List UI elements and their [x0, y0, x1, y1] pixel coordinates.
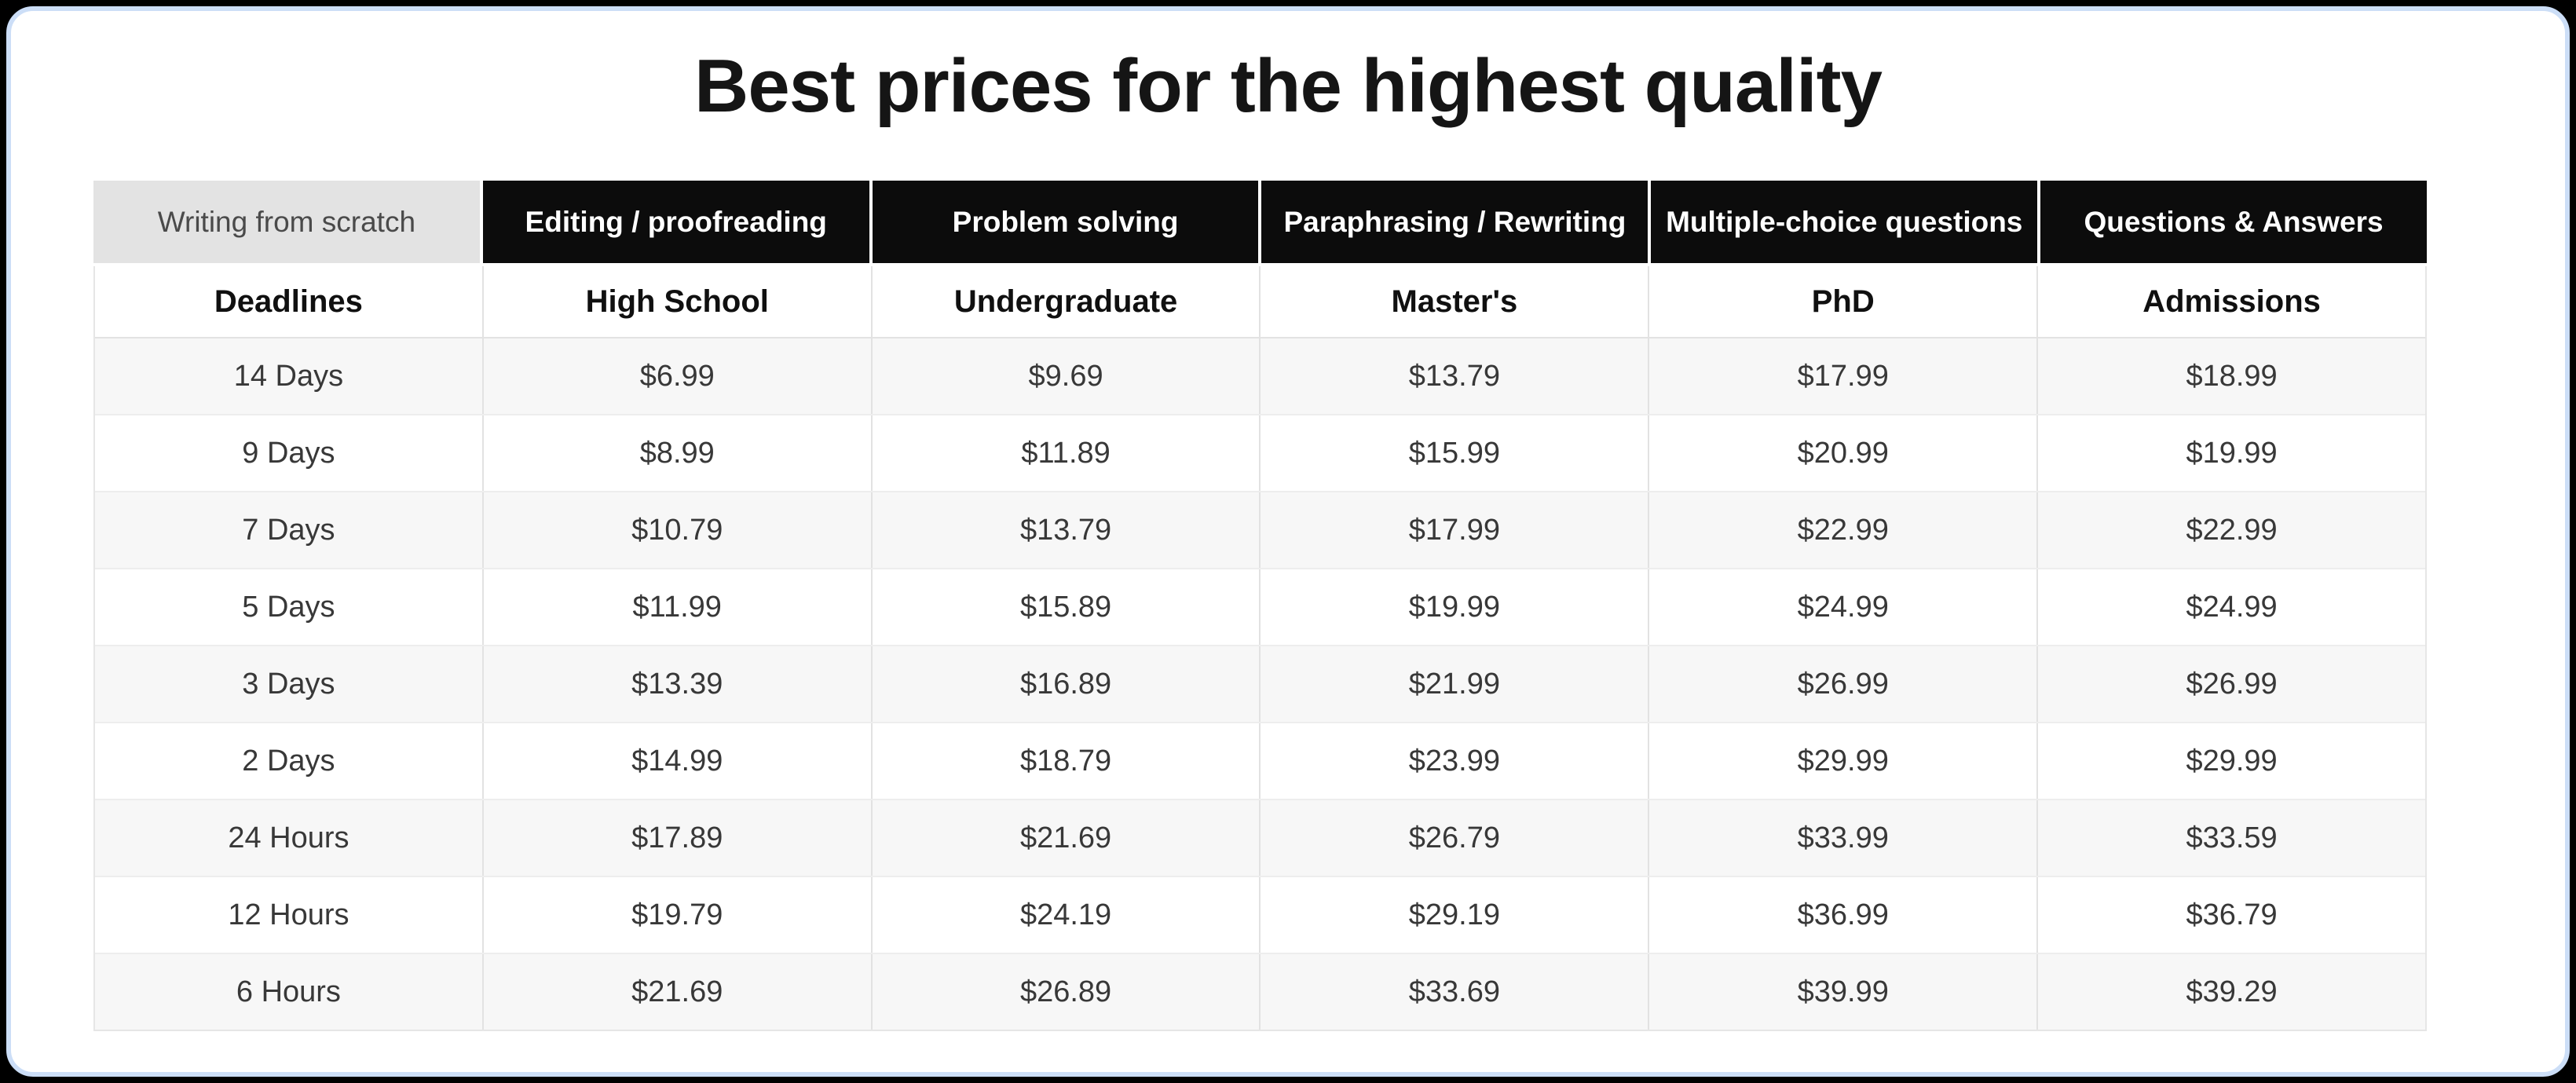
tab-questions-answers[interactable]: Questions & Answers: [2037, 181, 2427, 263]
deadline-cell: 3 Days: [242, 667, 335, 701]
price-cell: $20.99: [1648, 415, 2036, 491]
tab-editing-proofreading[interactable]: Editing / proofreading: [479, 181, 869, 263]
price-cell: $22.99: [1648, 492, 2036, 568]
price-cell: $23.99: [1259, 723, 1648, 799]
table-row: 3 Days $13.39 $16.89 $21.99 $26.99 $26.99: [95, 645, 2425, 722]
deadline-cell: 12 Hours: [228, 898, 349, 931]
price-cell: $22.99: [2036, 492, 2425, 568]
price-cell: $18.99: [2036, 338, 2425, 414]
price-cell: $15.99: [1259, 415, 1648, 491]
price-cell: $19.79: [481, 877, 871, 953]
page-title: Best prices for the highest quality: [694, 44, 1883, 128]
deadline-cell: 24 Hours: [228, 821, 349, 854]
price-cell: $29.19: [1259, 877, 1648, 953]
price-cell: $21.69: [481, 954, 871, 1030]
deadline-cell: 6 Hours: [236, 975, 341, 1008]
price-cell: $6.99: [481, 338, 871, 414]
tab-problem-solving[interactable]: Problem solving: [869, 181, 1259, 263]
price-cell: $17.89: [481, 800, 871, 876]
price-cell: $17.99: [1259, 492, 1648, 568]
price-cell: $19.99: [1259, 569, 1648, 645]
price-cell: $33.59: [2036, 800, 2425, 876]
price-cell: $10.79: [481, 492, 871, 568]
tab-multiple-choice-questions[interactable]: Multiple-choice questions: [1648, 181, 2038, 263]
table-header-row: Deadlines High School Undergraduate Master'…: [95, 266, 2425, 338]
tab-writing-from-scratch[interactable]: Writing from scratch: [93, 181, 480, 263]
price-cell: $13.79: [870, 492, 1260, 568]
column-header-master-s: Master's: [1259, 266, 1648, 337]
table-row: 12 Hours $19.79 $24.19 $29.19 $36.99 $36.79: [95, 876, 2425, 953]
price-cell: $19.99: [2036, 415, 2425, 491]
price-cell: $15.89: [870, 569, 1260, 645]
deadline-cell: 9 Days: [242, 436, 335, 470]
price-cell: $18.79: [870, 723, 1260, 799]
deadline-cell: 7 Days: [242, 513, 335, 547]
price-cell: $26.79: [1259, 800, 1648, 876]
price-cell: $39.99: [1648, 954, 2036, 1030]
price-cell: $11.99: [481, 569, 871, 645]
price-cell: $16.89: [870, 646, 1260, 722]
price-cell: $36.79: [2036, 877, 2425, 953]
price-cell: $29.99: [1648, 723, 2036, 799]
price-cell: $13.79: [1259, 338, 1648, 414]
table-row: 5 Days $11.99 $15.89 $19.99 $24.99 $24.99: [95, 568, 2425, 645]
price-cell: $13.39: [481, 646, 871, 722]
price-cell: $17.99: [1648, 338, 2036, 414]
price-cell: $24.99: [1648, 569, 2036, 645]
column-header-deadlines: Deadlines: [214, 284, 363, 319]
table-row: 24 Hours $17.89 $21.69 $26.79 $33.99 $33.59: [95, 799, 2425, 876]
table-row: 2 Days $14.99 $18.79 $23.99 $29.99 $29.99: [95, 722, 2425, 799]
table-row: 7 Days $10.79 $13.79 $17.99 $22.99 $22.99: [95, 491, 2425, 568]
price-cell: $29.99: [2036, 723, 2425, 799]
column-header-undergraduate: Undergraduate: [870, 266, 1260, 337]
deadline-cell: 5 Days: [242, 590, 335, 624]
column-header-phd: PhD: [1648, 266, 2036, 337]
price-cell: $11.89: [870, 415, 1260, 491]
deadline-cell: 14 Days: [233, 359, 344, 393]
pricing-section: Writing from scratch Editing / proofreadi…: [93, 181, 2427, 1031]
price-cell: $33.99: [1648, 800, 2036, 876]
pricing-table: Deadlines High School Undergraduate Master'…: [93, 266, 2427, 1031]
price-cell: $26.89: [870, 954, 1260, 1030]
price-cell: $26.99: [2036, 646, 2425, 722]
column-header-high-school: High School: [481, 266, 871, 337]
deadline-cell: 2 Days: [242, 744, 335, 777]
table-row: 14 Days $6.99 $9.69 $13.79 $17.99 $18.99: [95, 338, 2425, 414]
price-cell: $14.99: [481, 723, 871, 799]
table-body: 14 Days $6.99 $9.69 $13.79 $17.99 $18.99 9 Day…: [95, 338, 2425, 1030]
price-cell: $9.69: [870, 338, 1260, 414]
price-cell: $21.69: [870, 800, 1260, 876]
tab-paraphrasing-rewriting[interactable]: Paraphrasing / Rewriting: [1258, 181, 1648, 263]
table-row: 9 Days $8.99 $11.89 $15.99 $20.99 $19.99: [95, 414, 2425, 491]
pricing-card: Best prices for the highest quality Writ…: [6, 6, 2570, 1077]
price-cell: $36.99: [1648, 877, 2036, 953]
price-cell: $33.69: [1259, 954, 1648, 1030]
price-cell: $21.99: [1259, 646, 1648, 722]
price-cell: $39.29: [2036, 954, 2425, 1030]
price-cell: $24.19: [870, 877, 1260, 953]
price-cell: $8.99: [481, 415, 871, 491]
price-cell: $26.99: [1648, 646, 2036, 722]
service-tabs: Writing from scratch Editing / proofreadi…: [93, 181, 2427, 263]
table-row: 6 Hours $21.69 $26.89 $33.69 $39.99 $39.29: [95, 953, 2425, 1030]
price-cell: $24.99: [2036, 569, 2425, 645]
column-header-admissions: Admissions: [2036, 266, 2425, 337]
